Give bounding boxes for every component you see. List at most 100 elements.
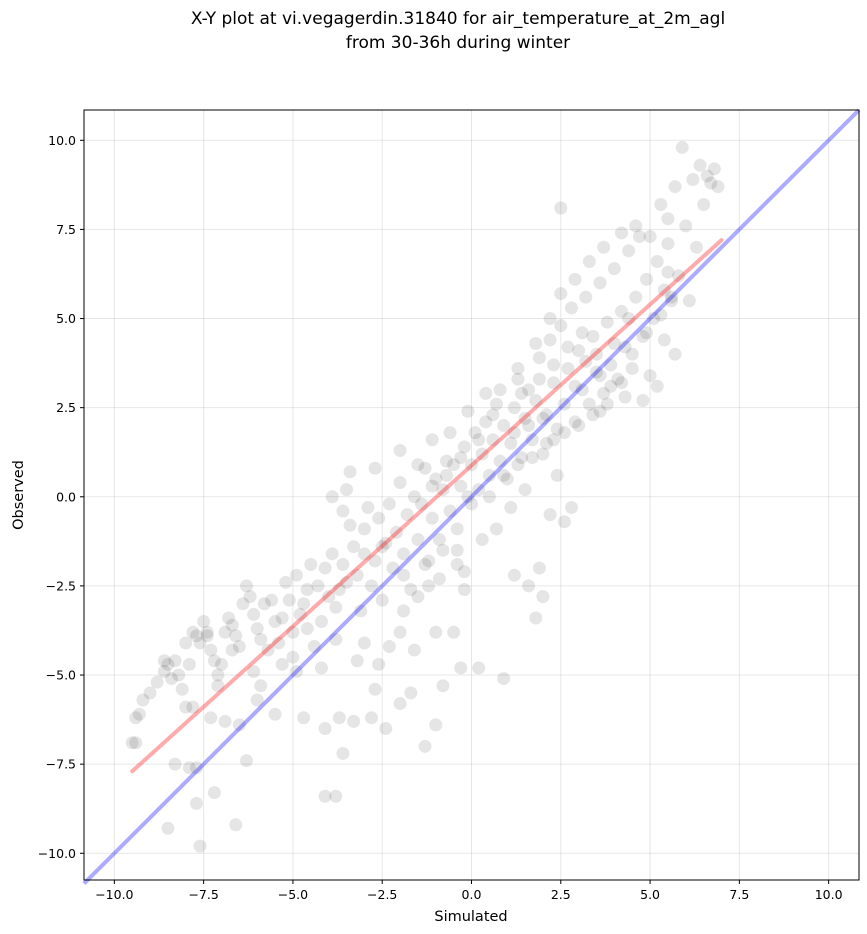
data-point — [686, 173, 700, 187]
data-point — [690, 240, 703, 254]
data-point — [661, 212, 675, 226]
data-point — [218, 625, 232, 639]
data-point — [436, 483, 450, 497]
data-point — [190, 629, 203, 643]
data-point — [475, 533, 489, 547]
data-point — [522, 579, 536, 593]
data-point — [322, 590, 336, 604]
data-point — [165, 672, 178, 686]
data-point — [515, 386, 528, 400]
data-point — [422, 554, 436, 568]
data-point — [282, 593, 296, 607]
data-point — [368, 682, 382, 696]
data-point — [261, 643, 275, 657]
data-point — [593, 404, 607, 418]
data-point — [132, 707, 146, 721]
data-point — [415, 497, 428, 511]
data-point — [432, 533, 446, 547]
data-point — [315, 661, 328, 675]
x-tick-label: 2.5 — [551, 887, 571, 902]
data-point — [293, 607, 307, 621]
data-point — [440, 468, 453, 482]
data-point — [343, 518, 357, 532]
data-point — [329, 632, 343, 646]
data-point — [504, 500, 518, 514]
x-tick-label: −10.0 — [95, 887, 133, 902]
data-point — [493, 383, 507, 397]
data-point — [522, 383, 536, 397]
data-point — [397, 604, 411, 618]
data-point — [161, 821, 175, 835]
data-point — [668, 347, 682, 361]
data-point — [532, 351, 546, 365]
data-point — [468, 426, 482, 440]
data-point — [454, 661, 468, 675]
data-point — [311, 579, 325, 593]
data-point — [661, 237, 675, 251]
data-point — [454, 479, 468, 493]
data-points — [125, 140, 725, 853]
data-point — [336, 558, 350, 572]
data-point — [497, 468, 511, 482]
data-point — [347, 540, 361, 554]
data-point — [343, 465, 357, 479]
data-point — [411, 458, 425, 472]
data-point — [561, 340, 575, 354]
data-point — [707, 162, 721, 176]
data-point — [532, 372, 546, 386]
data-point — [579, 290, 593, 304]
data-point — [625, 347, 639, 361]
data-point — [393, 443, 407, 457]
data-point — [297, 597, 311, 611]
data-point — [186, 700, 200, 714]
data-point — [143, 686, 157, 700]
data-point — [482, 468, 496, 482]
data-point — [429, 718, 443, 732]
data-point — [218, 714, 232, 728]
data-point — [450, 558, 464, 572]
data-point — [657, 283, 671, 297]
data-point — [336, 746, 350, 760]
data-point — [472, 661, 486, 675]
data-point — [479, 386, 493, 400]
data-point — [307, 640, 321, 654]
data-point — [193, 839, 207, 853]
data-point — [672, 269, 686, 283]
data-point — [632, 230, 646, 244]
data-point — [536, 447, 550, 461]
data-point — [297, 711, 311, 725]
data-point — [182, 657, 196, 671]
data-point — [290, 664, 303, 678]
x-tick-label: 0.0 — [462, 887, 482, 902]
data-point — [182, 761, 196, 775]
data-point — [179, 700, 193, 714]
data-point — [661, 265, 675, 279]
data-point — [357, 547, 371, 561]
data-point — [511, 372, 525, 386]
data-point — [679, 219, 693, 233]
data-point — [557, 515, 571, 529]
data-point — [507, 426, 521, 440]
data-point — [561, 361, 575, 375]
data-point — [532, 561, 546, 575]
data-point — [290, 568, 303, 582]
data-point — [622, 244, 636, 258]
data-point — [604, 358, 618, 372]
identity-line — [82, 108, 861, 885]
data-point — [350, 568, 364, 582]
data-point — [540, 436, 553, 450]
data-point — [211, 668, 225, 682]
data-point — [522, 418, 536, 432]
data-point — [582, 397, 596, 411]
data-point — [465, 497, 478, 511]
data-point — [568, 415, 582, 429]
y-tick-label: 5.0 — [56, 311, 76, 326]
y-tick-label: −7.5 — [46, 757, 76, 772]
data-point — [418, 461, 432, 475]
data-point — [161, 657, 175, 671]
data-point — [425, 479, 439, 493]
data-point — [365, 711, 378, 725]
data-point — [697, 197, 711, 211]
data-point — [615, 376, 628, 390]
data-point — [543, 312, 557, 326]
